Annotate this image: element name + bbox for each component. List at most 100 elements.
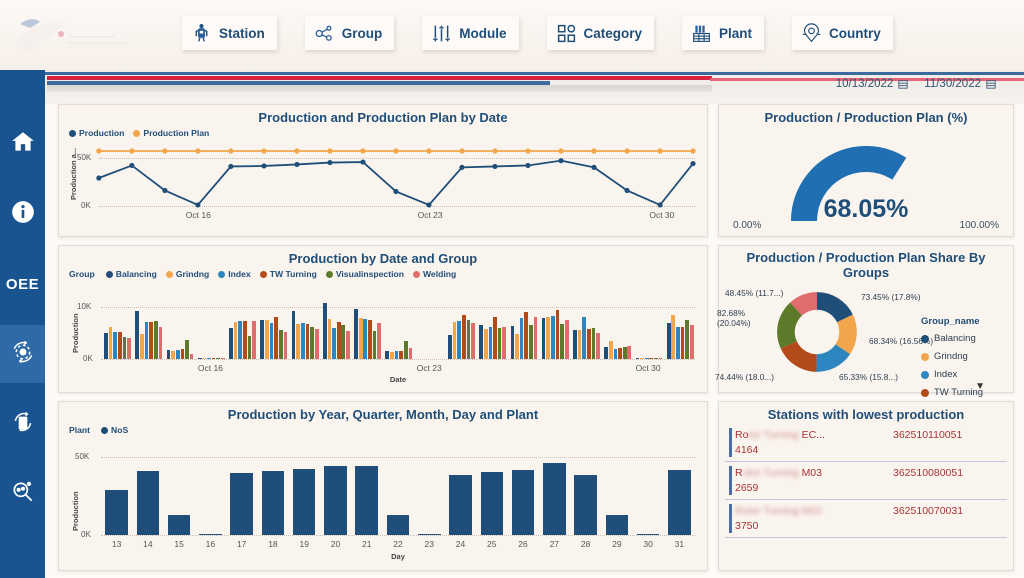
bar[interactable] (418, 534, 441, 535)
bar[interactable] (144, 321, 149, 359)
bar[interactable] (605, 515, 629, 535)
bar[interactable] (358, 317, 363, 359)
bar[interactable] (355, 466, 378, 535)
date-start[interactable]: 10/13/2022 (836, 78, 909, 90)
bar[interactable] (685, 320, 690, 359)
bar[interactable] (185, 340, 189, 359)
bar[interactable] (207, 358, 211, 359)
sidebar-item-oee[interactable]: OEE (0, 255, 45, 313)
bar[interactable] (676, 327, 680, 359)
bar[interactable] (216, 358, 221, 359)
calendar-icon[interactable] (898, 79, 908, 89)
bar[interactable] (243, 321, 247, 359)
bar[interactable] (483, 329, 488, 359)
bar[interactable] (166, 350, 171, 359)
bar[interactable] (300, 323, 305, 359)
bar[interactable] (265, 320, 269, 359)
donut-slice[interactable] (835, 314, 857, 355)
bar[interactable] (118, 331, 122, 359)
bar[interactable] (175, 350, 180, 359)
bar[interactable] (390, 351, 394, 359)
bar[interactable] (221, 358, 225, 359)
bar[interactable] (644, 358, 649, 359)
bar[interactable] (511, 470, 535, 535)
bar[interactable] (197, 357, 202, 359)
bar[interactable] (385, 351, 390, 359)
bar[interactable] (105, 489, 128, 535)
bar[interactable] (140, 334, 144, 359)
bar[interactable] (122, 336, 127, 359)
bar[interactable] (149, 321, 153, 359)
bar[interactable] (515, 333, 519, 359)
bar[interactable] (252, 320, 256, 359)
legend-item[interactable]: TW Turning (259, 269, 317, 279)
bar[interactable] (668, 470, 691, 535)
bar[interactable] (649, 358, 654, 359)
bar[interactable] (457, 320, 461, 359)
bar[interactable] (332, 328, 336, 359)
nav-button-category[interactable]: Category (546, 16, 655, 50)
bar[interactable] (618, 347, 622, 359)
donut-slice[interactable] (817, 292, 853, 323)
bar[interactable] (292, 469, 316, 535)
bar[interactable] (283, 331, 288, 359)
bar[interactable] (394, 351, 399, 359)
bar[interactable] (136, 470, 160, 535)
bar[interactable] (274, 317, 278, 359)
bar[interactable] (586, 329, 591, 359)
bar[interactable] (448, 335, 452, 359)
bar[interactable] (189, 354, 194, 359)
bar[interactable] (346, 330, 350, 359)
bar[interactable] (596, 333, 600, 359)
bar[interactable] (622, 347, 627, 359)
bar[interactable] (551, 315, 555, 359)
date-end[interactable]: 11/30/2022 (924, 78, 996, 90)
donut-slice[interactable] (790, 292, 817, 316)
bar[interactable] (108, 326, 113, 359)
bar[interactable] (555, 310, 560, 359)
bar[interactable] (449, 474, 472, 535)
bar[interactable] (533, 316, 538, 359)
bar[interactable] (229, 328, 233, 359)
sidebar-item-scrap[interactable] (0, 395, 45, 453)
bar[interactable] (502, 327, 507, 359)
bar[interactable] (386, 515, 410, 535)
bar[interactable] (327, 319, 332, 359)
bar[interactable] (671, 314, 676, 359)
bar[interactable] (314, 329, 319, 359)
bar[interactable] (230, 473, 253, 535)
bar[interactable] (404, 340, 408, 359)
bar[interactable] (278, 330, 283, 359)
bar[interactable] (471, 322, 475, 359)
donut-legend-item[interactable]: Balancing (921, 333, 1007, 344)
bar[interactable] (291, 310, 296, 359)
donut-slice[interactable] (816, 344, 851, 372)
bar[interactable] (202, 358, 207, 359)
bar[interactable] (260, 319, 265, 359)
bar[interactable] (574, 474, 597, 535)
nav-button-station[interactable]: Station (182, 16, 277, 50)
bar[interactable] (296, 323, 301, 359)
bar[interactable] (167, 514, 191, 535)
chevron-down-icon[interactable]: ▼ (975, 381, 985, 392)
bar[interactable] (479, 324, 483, 359)
bar[interactable] (480, 471, 504, 535)
bar[interactable] (577, 329, 582, 359)
bar[interactable] (372, 330, 377, 359)
bar[interactable] (363, 319, 368, 359)
calendar-icon[interactable] (986, 79, 996, 89)
bar[interactable] (171, 351, 175, 359)
bar[interactable] (233, 321, 238, 359)
legend-item[interactable]: Visualinspection (325, 269, 404, 279)
bar[interactable] (635, 358, 640, 359)
bar[interactable] (640, 358, 644, 359)
bar[interactable] (269, 323, 274, 359)
bar[interactable] (113, 332, 118, 359)
bar[interactable] (493, 316, 497, 359)
bar[interactable] (613, 349, 618, 359)
bar[interactable] (211, 358, 216, 359)
bar[interactable] (238, 320, 243, 359)
table-row[interactable]: Rotor Turning EC... 362510110051 4164 (725, 424, 1007, 462)
table-row[interactable]: Rotor Turning M02 362510070031 3750 (725, 500, 1007, 538)
donut-legend-item[interactable]: Grindng (921, 351, 1007, 362)
